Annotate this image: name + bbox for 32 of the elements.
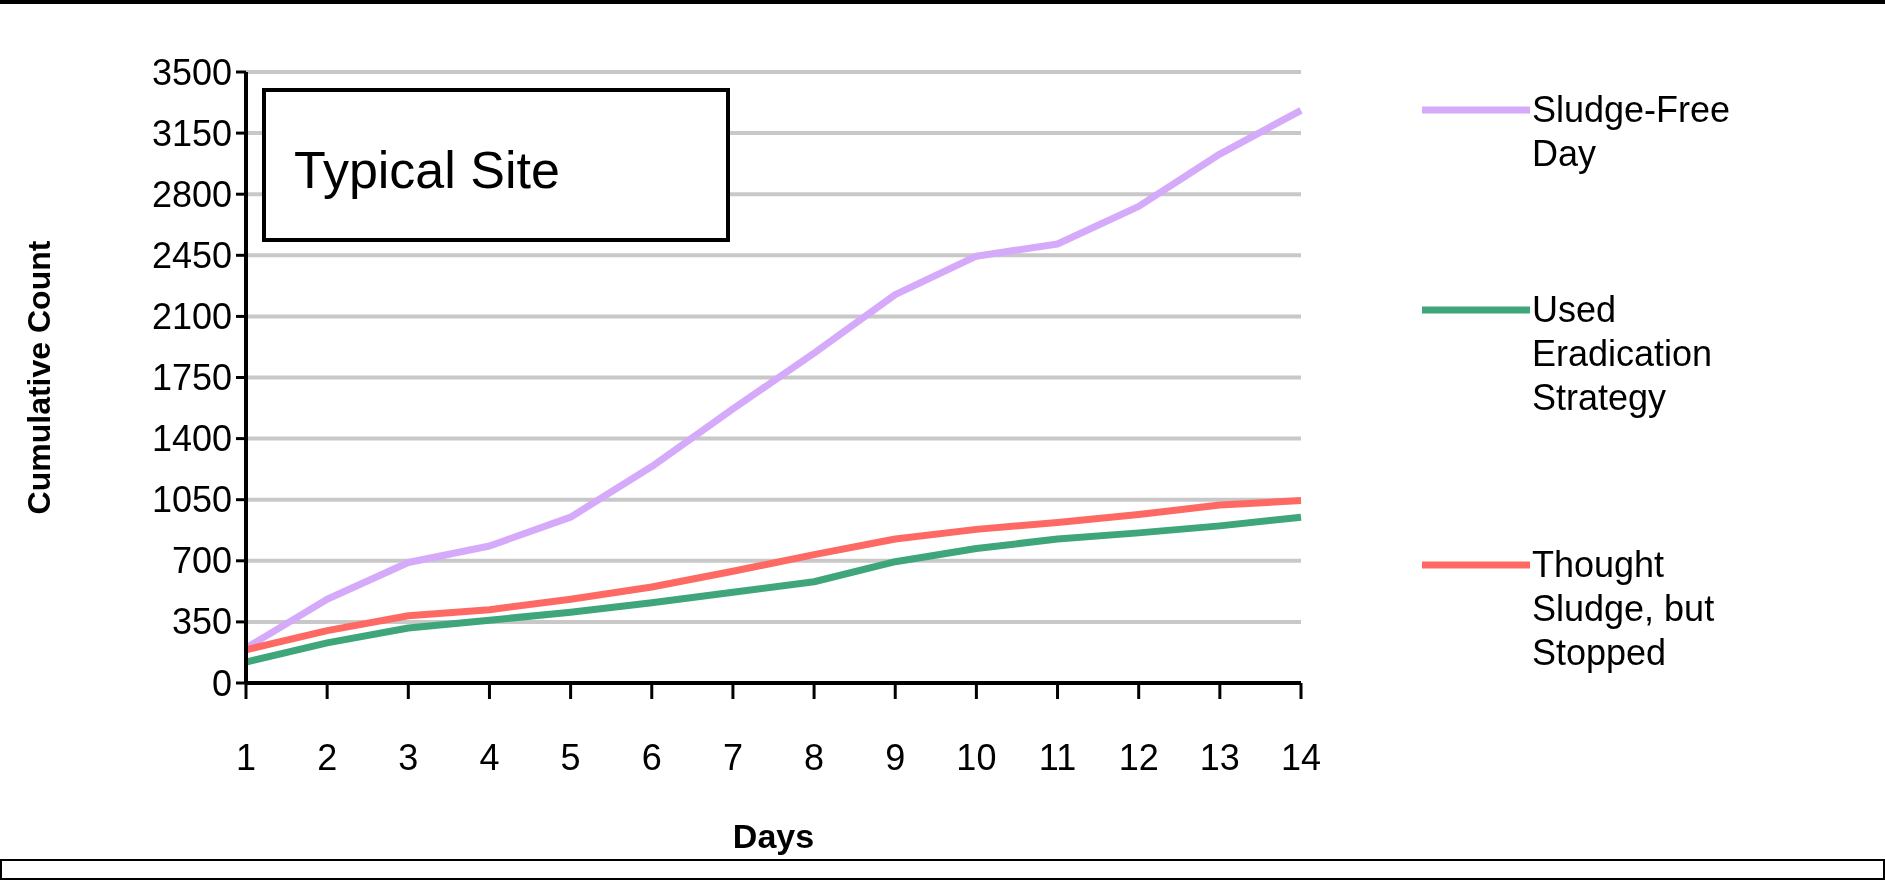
x-tick-label: 3 — [398, 737, 419, 778]
x-tick-label: 13 — [1199, 737, 1240, 778]
y-tick-label: 2450 — [151, 234, 232, 276]
x-tick-label: 1 — [235, 737, 257, 778]
text-box: Typical Site — [262, 88, 730, 242]
y-axis-title: Cumulative Count — [21, 240, 57, 515]
y-tick-label: 1400 — [151, 418, 232, 460]
x-tick-label: 7 — [722, 737, 743, 778]
y-tick-label: 2100 — [151, 295, 232, 337]
annotation: Typical Site — [294, 141, 560, 199]
x-tick-label: 4 — [479, 737, 500, 778]
x-tick-label: 2 — [317, 737, 338, 778]
y-tick-label: 350 — [171, 601, 232, 643]
x-tick-label: 8 — [804, 737, 825, 778]
legend-label: Used Eradication Strategy — [1532, 289, 1713, 418]
y-tick-label: 0 — [211, 662, 232, 704]
y-tick-label: 1050 — [151, 479, 232, 521]
x-tick-label: 11 — [1038, 737, 1077, 778]
x-tick-label: 6 — [641, 737, 662, 778]
y-tick-label: 700 — [171, 540, 232, 582]
legend-label: Sludge-Free Day — [1532, 89, 1731, 174]
legend-label: Thought Sludge, but Stopped — [1532, 544, 1715, 673]
x-tick-label: 5 — [560, 737, 581, 778]
x-tick-label: 14 — [1280, 737, 1322, 778]
x-tick-label: 9 — [885, 737, 906, 778]
y-tick-label: 3150 — [151, 112, 232, 154]
y-tick-label: 2800 — [151, 173, 232, 215]
x-axis-title: Days — [732, 817, 815, 855]
y-tick-label: 3500 — [151, 51, 232, 93]
x-tick-label: 12 — [1118, 737, 1159, 778]
y-tick-label: 1750 — [151, 357, 232, 398]
x-tick-label: 10 — [956, 737, 997, 778]
